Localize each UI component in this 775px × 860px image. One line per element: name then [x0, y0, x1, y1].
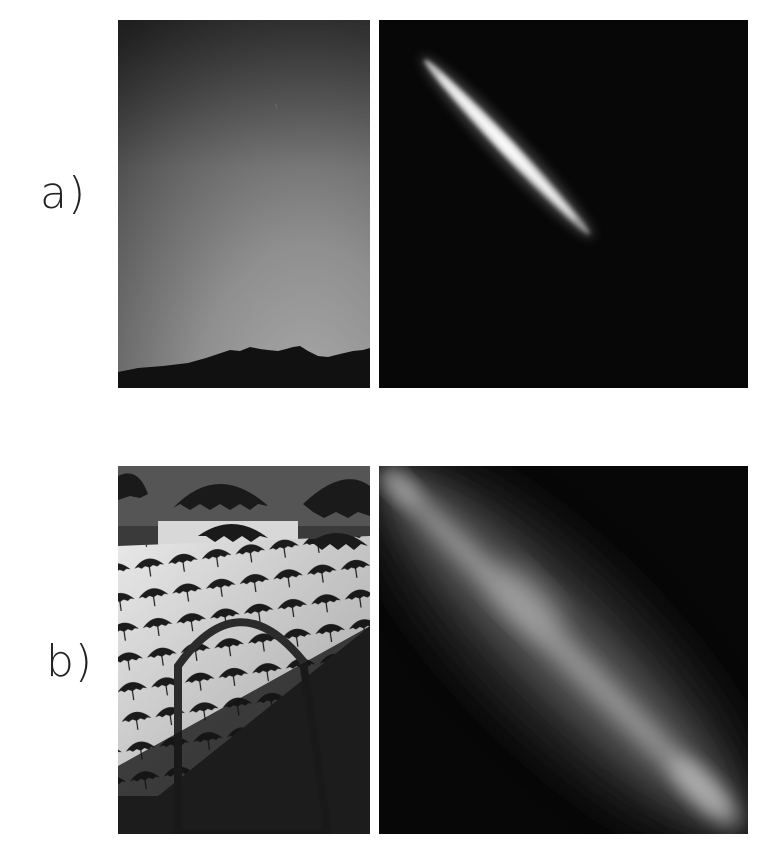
- mountain-silhouette: [118, 346, 370, 388]
- sky-mountain-photo: [118, 20, 370, 388]
- umbrellas-photo: [118, 466, 370, 834]
- joint-histogram-b: [379, 466, 748, 834]
- joint-histogram-a: [379, 20, 748, 388]
- row-label-b: b): [46, 636, 94, 687]
- crescent-moon-icon: [275, 104, 277, 110]
- large-umbrella-foreground: [118, 473, 370, 550]
- row-label-a: a): [40, 168, 87, 219]
